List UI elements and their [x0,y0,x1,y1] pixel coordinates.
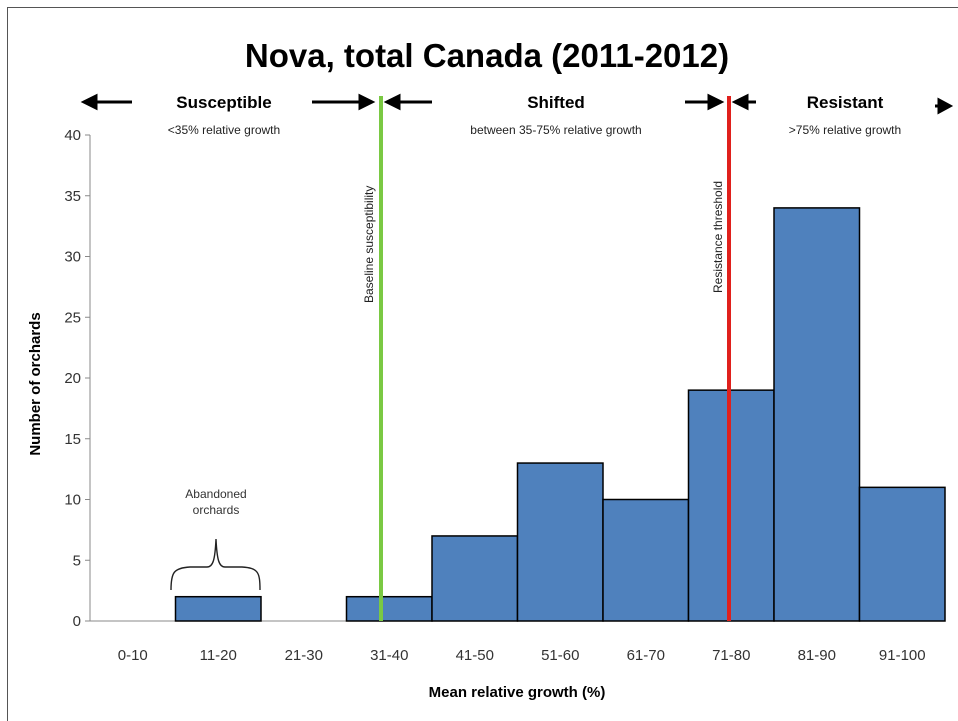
bar-71-80 [687,389,775,622]
x-tick-label: 0-10 [118,647,148,664]
resistance-threshold-label: Resistance threshold [711,181,725,293]
x-tick-label: 61-70 [627,647,665,664]
bar-51-60 [516,462,604,622]
chart-title: Nova, total Canada (2011-2012) [245,37,729,74]
y-tick-label: 20 [64,370,81,387]
bar-41-50 [431,535,519,622]
baseline-susceptibility-label: Baseline susceptibility [362,186,376,303]
region-arrows [80,93,954,115]
bar-31-40 [345,595,433,622]
arrow-resistant-right-head [937,97,954,115]
region-label-shifted: Shifted [527,93,585,112]
arrow-susceptible-left-head [80,93,98,111]
y-tick-label: 10 [64,492,81,509]
arrow-resistant-left-head [731,93,749,111]
x-tick-label: 31-40 [370,647,408,664]
y-tick-label: 15 [64,431,81,448]
x-tick-label: 81-90 [798,647,836,664]
x-tick-label: 71-80 [712,647,750,664]
region-sublabel-susceptible: <35% relative growth [168,123,280,137]
x-ticks: 0-10 11-20 21-30 31-40 41-50 51-60 61-70 71-80 8… [118,647,926,664]
y-tick-label: 30 [64,249,81,266]
y-ticks: 0 5 10 15 20 25 30 35 40 [64,127,90,630]
region-sublabel-resistant: >75% relative growth [789,123,901,137]
x-tick-label: 41-50 [456,647,494,664]
x-tick-label: 21-30 [285,647,323,664]
region-label-susceptible: Susceptible [176,93,271,112]
curly-brace-icon [170,538,261,591]
abandoned-annotation-line1: Abandoned [185,487,246,501]
arrow-shifted-right-head [707,93,725,111]
abandoned-annotation-line2: orchards [193,503,240,517]
arrow-susceptible-right-head [358,93,376,111]
region-label-resistant: Resistant [807,93,884,112]
bars [174,207,946,622]
bar-11-20 [174,595,262,622]
x-tick-label: 11-20 [200,647,237,664]
y-tick-label: 25 [64,309,81,326]
bar-61-70 [602,498,690,622]
y-tick-label: 35 [64,188,81,205]
bar-91-100 [858,486,946,622]
y-tick-label: 40 [64,127,81,144]
x-tick-label: 91-100 [879,647,926,664]
y-axis-title: Number of orchards [27,312,44,455]
x-tick-label: 51-60 [541,647,579,664]
x-axis-title: Mean relative growth (%) [429,684,606,701]
bar-81-90 [773,207,861,622]
y-tick-label: 0 [73,613,81,630]
arrow-shifted-left-head [383,93,401,111]
region-sublabel-shifted: between 35-75% relative growth [470,123,641,137]
y-tick-label: 5 [73,552,81,569]
